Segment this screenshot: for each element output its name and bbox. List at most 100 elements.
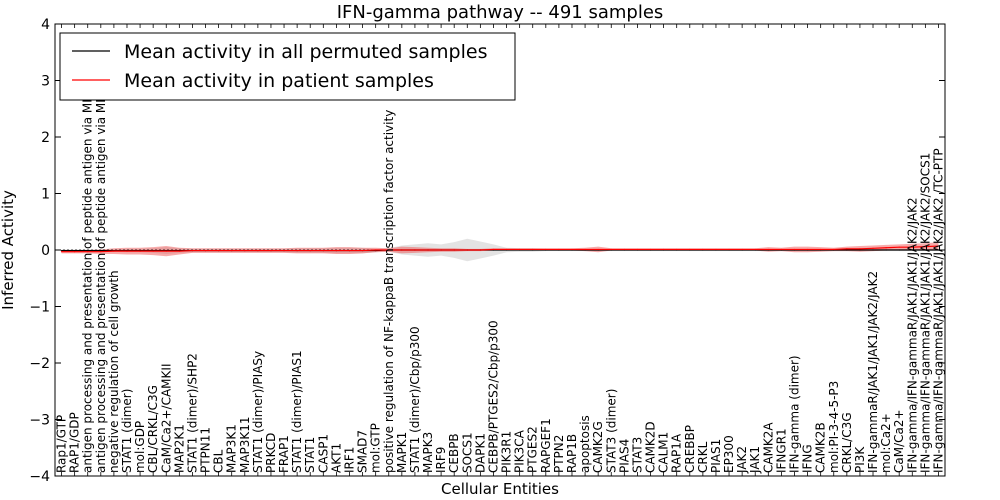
x-category-label: JAK1 bbox=[748, 446, 762, 474]
x-category-label: PTGES2 bbox=[526, 426, 540, 473]
series-1-point bbox=[571, 248, 573, 251]
series-1-point bbox=[885, 247, 887, 249]
x-category-label: CaM/Ca2+ bbox=[892, 409, 906, 473]
series-1-point bbox=[584, 248, 586, 251]
legend-label-permuted: Mean activity in all permuted samples bbox=[124, 41, 487, 63]
series-1-point bbox=[113, 250, 115, 252]
series-1-point bbox=[532, 248, 534, 251]
chart-title: IFN-gamma pathway -- 491 samples bbox=[337, 2, 664, 23]
x-category-label: STAT1 (dimer)/SHP2 bbox=[185, 353, 199, 473]
x-category-label: positive regulation of NF-kappaB transcr… bbox=[382, 110, 396, 473]
x-category-label: IFN-gamma/IFN-gammaR/JAK1/JAK1/JAK2/JAK2… bbox=[918, 153, 932, 473]
series-1-point bbox=[558, 248, 560, 251]
x-category-label: PI3K bbox=[853, 446, 867, 473]
series-0-point bbox=[846, 249, 848, 251]
series-1-point bbox=[361, 249, 364, 252]
series-1-point bbox=[126, 250, 128, 252]
series-1-point bbox=[296, 249, 298, 252]
series-1-point bbox=[636, 248, 639, 251]
y-tick-label: 1 bbox=[41, 187, 50, 203]
series-1-point bbox=[60, 251, 63, 253]
x-category-label: MAPK1 bbox=[395, 432, 409, 473]
x-category-label: CAMK2G bbox=[591, 421, 605, 473]
y-tick-label: 0 bbox=[41, 243, 50, 259]
x-category-label: CAMK2A bbox=[761, 422, 775, 473]
x-category-label: CRKL/C3G bbox=[840, 412, 854, 473]
series-1-point bbox=[178, 250, 180, 252]
x-category-label: IFN-gamma (dimer) bbox=[787, 355, 801, 473]
series-1-point bbox=[322, 249, 324, 252]
x-category-label: RAP1/GDP bbox=[68, 412, 82, 473]
series-1-point bbox=[663, 248, 665, 251]
x-category-label: SOCS1 bbox=[460, 432, 474, 473]
x-category-label: antigen processing and presentation of p… bbox=[81, 44, 95, 473]
y-tick-label: 4 bbox=[41, 17, 50, 33]
series-0-point bbox=[885, 249, 887, 251]
series-1-point bbox=[257, 249, 259, 252]
series-1-point bbox=[191, 249, 194, 252]
series-1-point bbox=[165, 250, 167, 252]
x-category-label: DAPK1 bbox=[473, 433, 487, 473]
x-category-label: MAP3K1 bbox=[225, 424, 239, 473]
series-0-point bbox=[60, 249, 63, 252]
x-category-label: IFN-gammaR/JAK1/JAK1/JAK2/JAK2 bbox=[866, 271, 880, 473]
series-1-point bbox=[597, 248, 599, 251]
x-category-label: PTPN11 bbox=[199, 427, 213, 473]
x-category-label: AKT1 bbox=[329, 443, 343, 473]
series-1-point bbox=[754, 248, 756, 251]
series-1-point bbox=[492, 248, 495, 251]
series-0-point bbox=[74, 249, 76, 252]
x-category-label: CAMK2B bbox=[814, 422, 828, 473]
series-1-point bbox=[767, 248, 769, 251]
x-category-label: SMAD7 bbox=[356, 430, 370, 473]
x-category-label: CEBPB/PTGES2/Cbp/p300 bbox=[486, 320, 500, 473]
series-1-point bbox=[649, 248, 652, 251]
series-0-point bbox=[859, 249, 861, 251]
x-category-label: CAMK2D bbox=[644, 421, 658, 473]
x-category-label: STAT1 bbox=[303, 437, 317, 473]
x-category-label: IFNGR1 bbox=[774, 428, 788, 473]
series-1-point bbox=[87, 251, 89, 253]
series-1-point bbox=[335, 249, 337, 252]
x-category-label: mol:Ca2+ bbox=[879, 413, 893, 473]
x-category-label: IRF9 bbox=[434, 447, 448, 473]
series-1-point bbox=[414, 249, 416, 251]
x-category-label: EP300 bbox=[722, 435, 736, 473]
series-1-point bbox=[610, 248, 612, 251]
x-category-label: PIAS1 bbox=[709, 439, 723, 473]
series-1-point bbox=[74, 251, 76, 253]
series-1-point bbox=[270, 249, 272, 252]
x-category-label: MAP3K11 bbox=[238, 416, 252, 473]
series-1-point bbox=[519, 248, 521, 251]
series-0-point bbox=[924, 249, 926, 251]
x-category-label: STAT1 (dimer)/Cbp/p300 bbox=[408, 326, 422, 473]
x-category-label: CaM/Ca2+/CAMKII bbox=[159, 364, 173, 473]
x-category-label: FRAP1 bbox=[277, 435, 291, 473]
x-category-label: IRF1 bbox=[342, 447, 356, 473]
y-tick-label: 2 bbox=[41, 130, 50, 146]
series-1-point bbox=[218, 249, 220, 252]
x-category-label: IFNG bbox=[801, 444, 815, 473]
x-category-label: PIAS4 bbox=[617, 439, 631, 473]
x-category-label: CBL bbox=[212, 449, 226, 473]
series-1-point bbox=[453, 249, 455, 251]
series-1-point bbox=[152, 250, 154, 252]
x-category-label: PRKCD bbox=[264, 433, 278, 473]
series-1-point bbox=[309, 249, 311, 252]
series-1-point bbox=[231, 249, 233, 252]
series-1-point bbox=[204, 249, 207, 252]
series-1-point bbox=[924, 246, 926, 248]
series-1-point bbox=[911, 246, 913, 248]
series-0-point bbox=[937, 249, 940, 251]
x-category-label: Rap1/GTP bbox=[55, 415, 69, 473]
series-1-point bbox=[937, 245, 940, 247]
x-category-label: PIK3CA bbox=[513, 429, 527, 473]
series-0-point bbox=[100, 249, 102, 252]
x-category-label: mol:GTP bbox=[369, 423, 383, 473]
series-1-point bbox=[427, 249, 429, 251]
series-1-point bbox=[283, 249, 285, 252]
y-tick-label: 3 bbox=[41, 74, 50, 90]
x-category-label: IFN-gamma/IFN-gammaR/JAK1/JAK1/JAK2/JAK2 bbox=[905, 197, 919, 473]
